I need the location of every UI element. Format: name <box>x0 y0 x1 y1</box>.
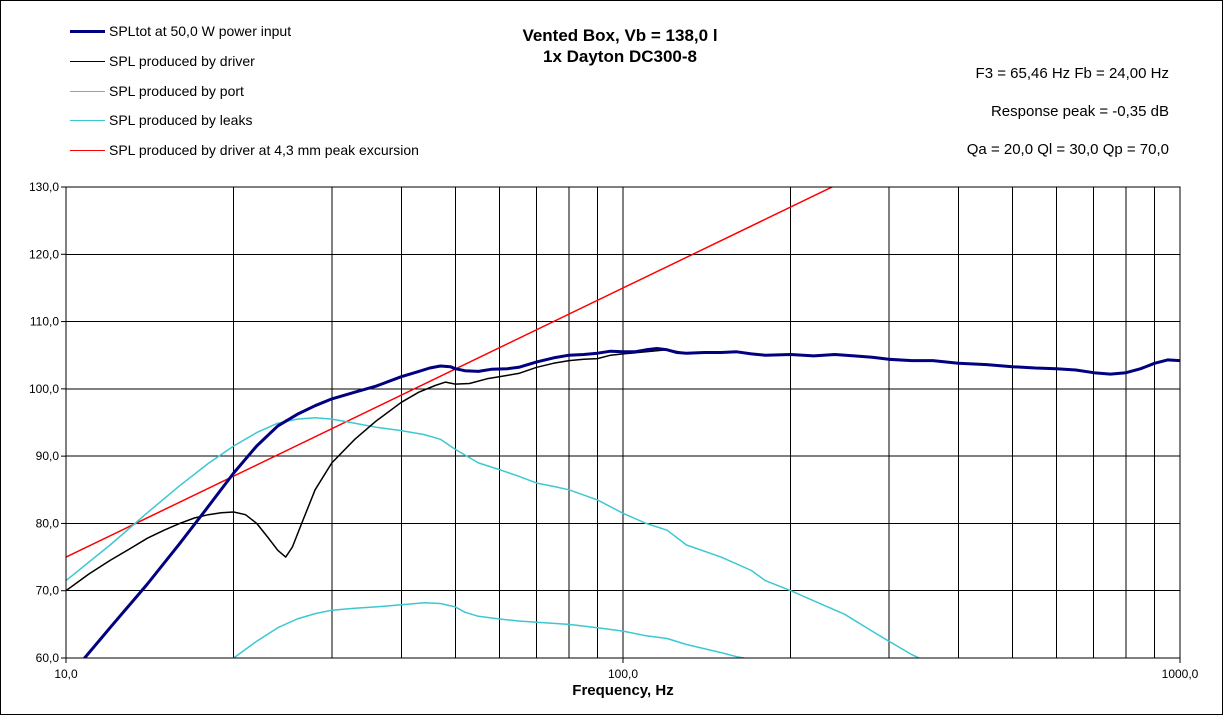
axes: 60,0 70,0 80,0 90,0 100,0 110,0 120,0 130,0 10,0… <box>29 180 1199 681</box>
y-tick-label: 130,0 <box>29 180 59 194</box>
legend-swatch-leaks <box>70 119 105 121</box>
y-tick-label: 90,0 <box>36 449 60 463</box>
legend-item-driver: SPL produced by driver <box>70 51 255 71</box>
y-tick-label: 100,0 <box>29 382 59 396</box>
legend-label-leaks: SPL produced by leaks <box>109 112 253 128</box>
legend-label-spltot: SPLtot at 50,0 W power input <box>109 23 292 39</box>
x-tick-label: 100,0 <box>608 667 638 681</box>
legend-label-excursion: SPL produced by driver at 4,3 mm peak ex… <box>109 142 419 158</box>
legend-item-port: SPL produced by port <box>70 81 244 101</box>
info-f3-fb: F3 = 65,46 Hz Fb = 24,00 Hz <box>975 65 1169 82</box>
info-response-peak: Response peak = -0,35 dB <box>990 103 1169 120</box>
y-tick-label: 70,0 <box>36 584 60 598</box>
chart-title-line-2: 1x Dayton DC300-8 <box>542 47 697 66</box>
series-lines <box>66 187 1180 658</box>
legend-swatch-spltot <box>70 29 105 33</box>
legend-swatch-port <box>70 90 105 92</box>
legend-label-port: SPL produced by port <box>109 83 244 99</box>
x-axis-label: Frequency, Hz <box>572 682 674 699</box>
x-tick-label: 1000,0 <box>1162 667 1199 681</box>
x-tick-label: 10,0 <box>54 667 78 681</box>
y-tick-label: 110,0 <box>30 315 59 329</box>
chart-title-line-1: Vented Box, Vb = 138,0 l <box>522 26 718 45</box>
series-line-1 <box>66 349 722 592</box>
y-tick-label: 60,0 <box>36 651 60 665</box>
info-q-values: Qa = 20,0 Ql = 30,0 Qp = 70,0 <box>966 141 1169 158</box>
legend-swatch-driver <box>70 60 105 62</box>
series-line-0 <box>83 347 1180 658</box>
legend-item-leaks: SPL produced by leaks <box>70 110 252 130</box>
y-tick-label: 120,0 <box>29 247 59 261</box>
box-parameters: F3 = 65,46 Hz Fb = 24,00 Hz Response pea… <box>967 63 1169 177</box>
legend-label-driver: SPL produced by driver <box>109 53 255 69</box>
chart-title: Vented Box, Vb = 138,0 l 1x Dayton DC300… <box>460 25 780 67</box>
legend-item-excursion: SPL produced by driver at 4,3 mm peak ex… <box>70 140 419 160</box>
grid <box>65 186 1181 659</box>
legend-item-spltot: SPLtot at 50,0 W power input <box>70 21 291 41</box>
series-line-2 <box>66 417 920 658</box>
y-tick-label: 80,0 <box>36 516 60 530</box>
legend-swatch-excursion <box>70 149 105 151</box>
series-line-3 <box>232 602 745 658</box>
